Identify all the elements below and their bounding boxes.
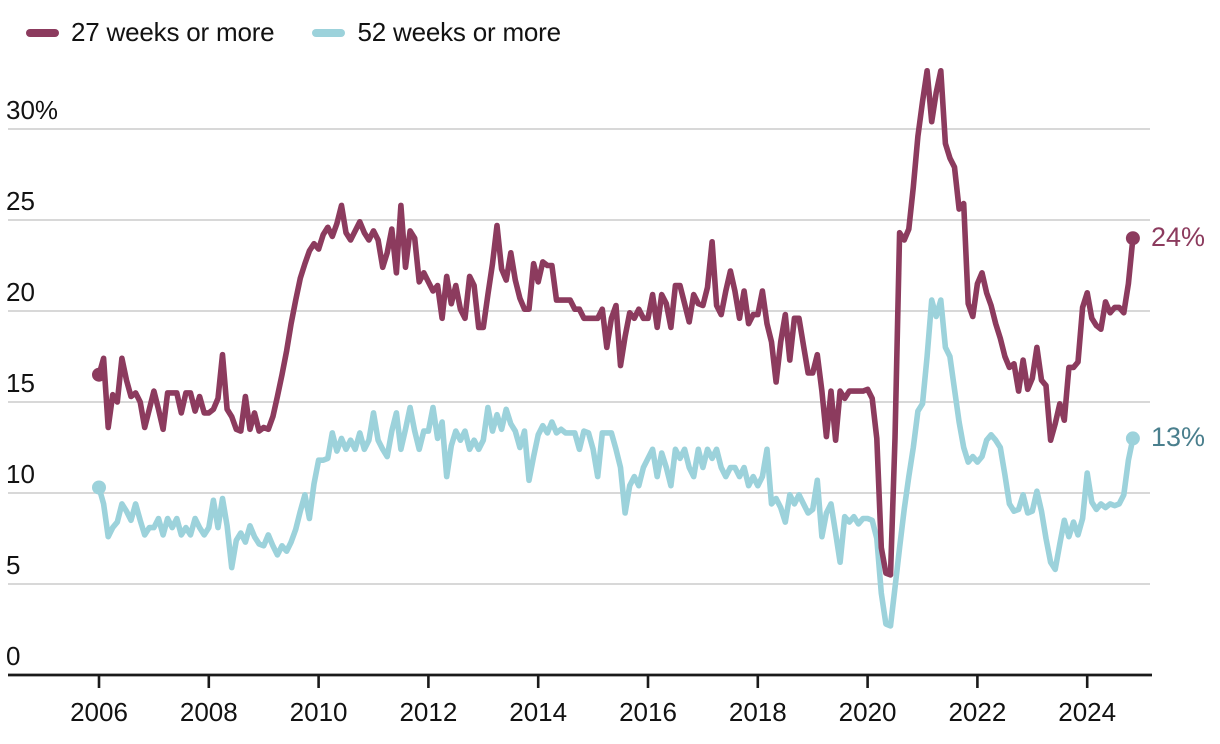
legend-item-27-weeks: 27 weeks or more xyxy=(26,17,275,48)
x-axis-label: 2020 xyxy=(838,697,897,727)
series-line-27-weeks xyxy=(96,68,1136,578)
legend: 27 weeks or more 52 weeks or more xyxy=(26,17,561,48)
y-axis-label: 0 xyxy=(6,641,21,671)
series-line-52-weeks xyxy=(96,297,1136,629)
y-axis-label: 15 xyxy=(6,368,35,398)
x-axis-label: 2010 xyxy=(289,697,348,727)
series-endpoint-dot-27-weeks xyxy=(1125,231,1140,246)
legend-swatch-27-weeks-icon xyxy=(26,28,59,37)
y-axis-label: 25 xyxy=(6,186,35,216)
series-end-label-27-weeks: 24% xyxy=(1151,222,1206,253)
legend-swatch-52-weeks-icon xyxy=(312,28,346,37)
legend-item-52-weeks: 52 weeks or more xyxy=(312,17,561,48)
series-endpoint-dot-27-weeks xyxy=(92,367,106,382)
x-axis-label: 2018 xyxy=(728,697,787,727)
series-endpoint-dot-52-weeks xyxy=(92,480,106,495)
series-endpoint-dot-52-weeks xyxy=(1125,431,1140,446)
x-axis-label: 2014 xyxy=(509,697,568,727)
legend-label: 52 weeks or more xyxy=(357,17,561,47)
series-end-label-52-weeks: 13% xyxy=(1151,422,1206,453)
x-axis-label: 2006 xyxy=(70,697,128,727)
x-axis-label: 2012 xyxy=(399,697,458,727)
y-axis-label: 5 xyxy=(6,550,21,580)
y-axis-label: 30% xyxy=(6,95,59,125)
y-axis-label: 20 xyxy=(6,277,35,307)
x-axis-label: 2024 xyxy=(1058,697,1117,727)
x-axis-label: 2016 xyxy=(619,697,677,727)
x-axis-label: 2008 xyxy=(179,697,238,727)
legend-label: 27 weeks or more xyxy=(71,17,275,47)
y-axis-label: 10 xyxy=(6,459,35,489)
x-axis-label: 2022 xyxy=(948,697,1007,727)
